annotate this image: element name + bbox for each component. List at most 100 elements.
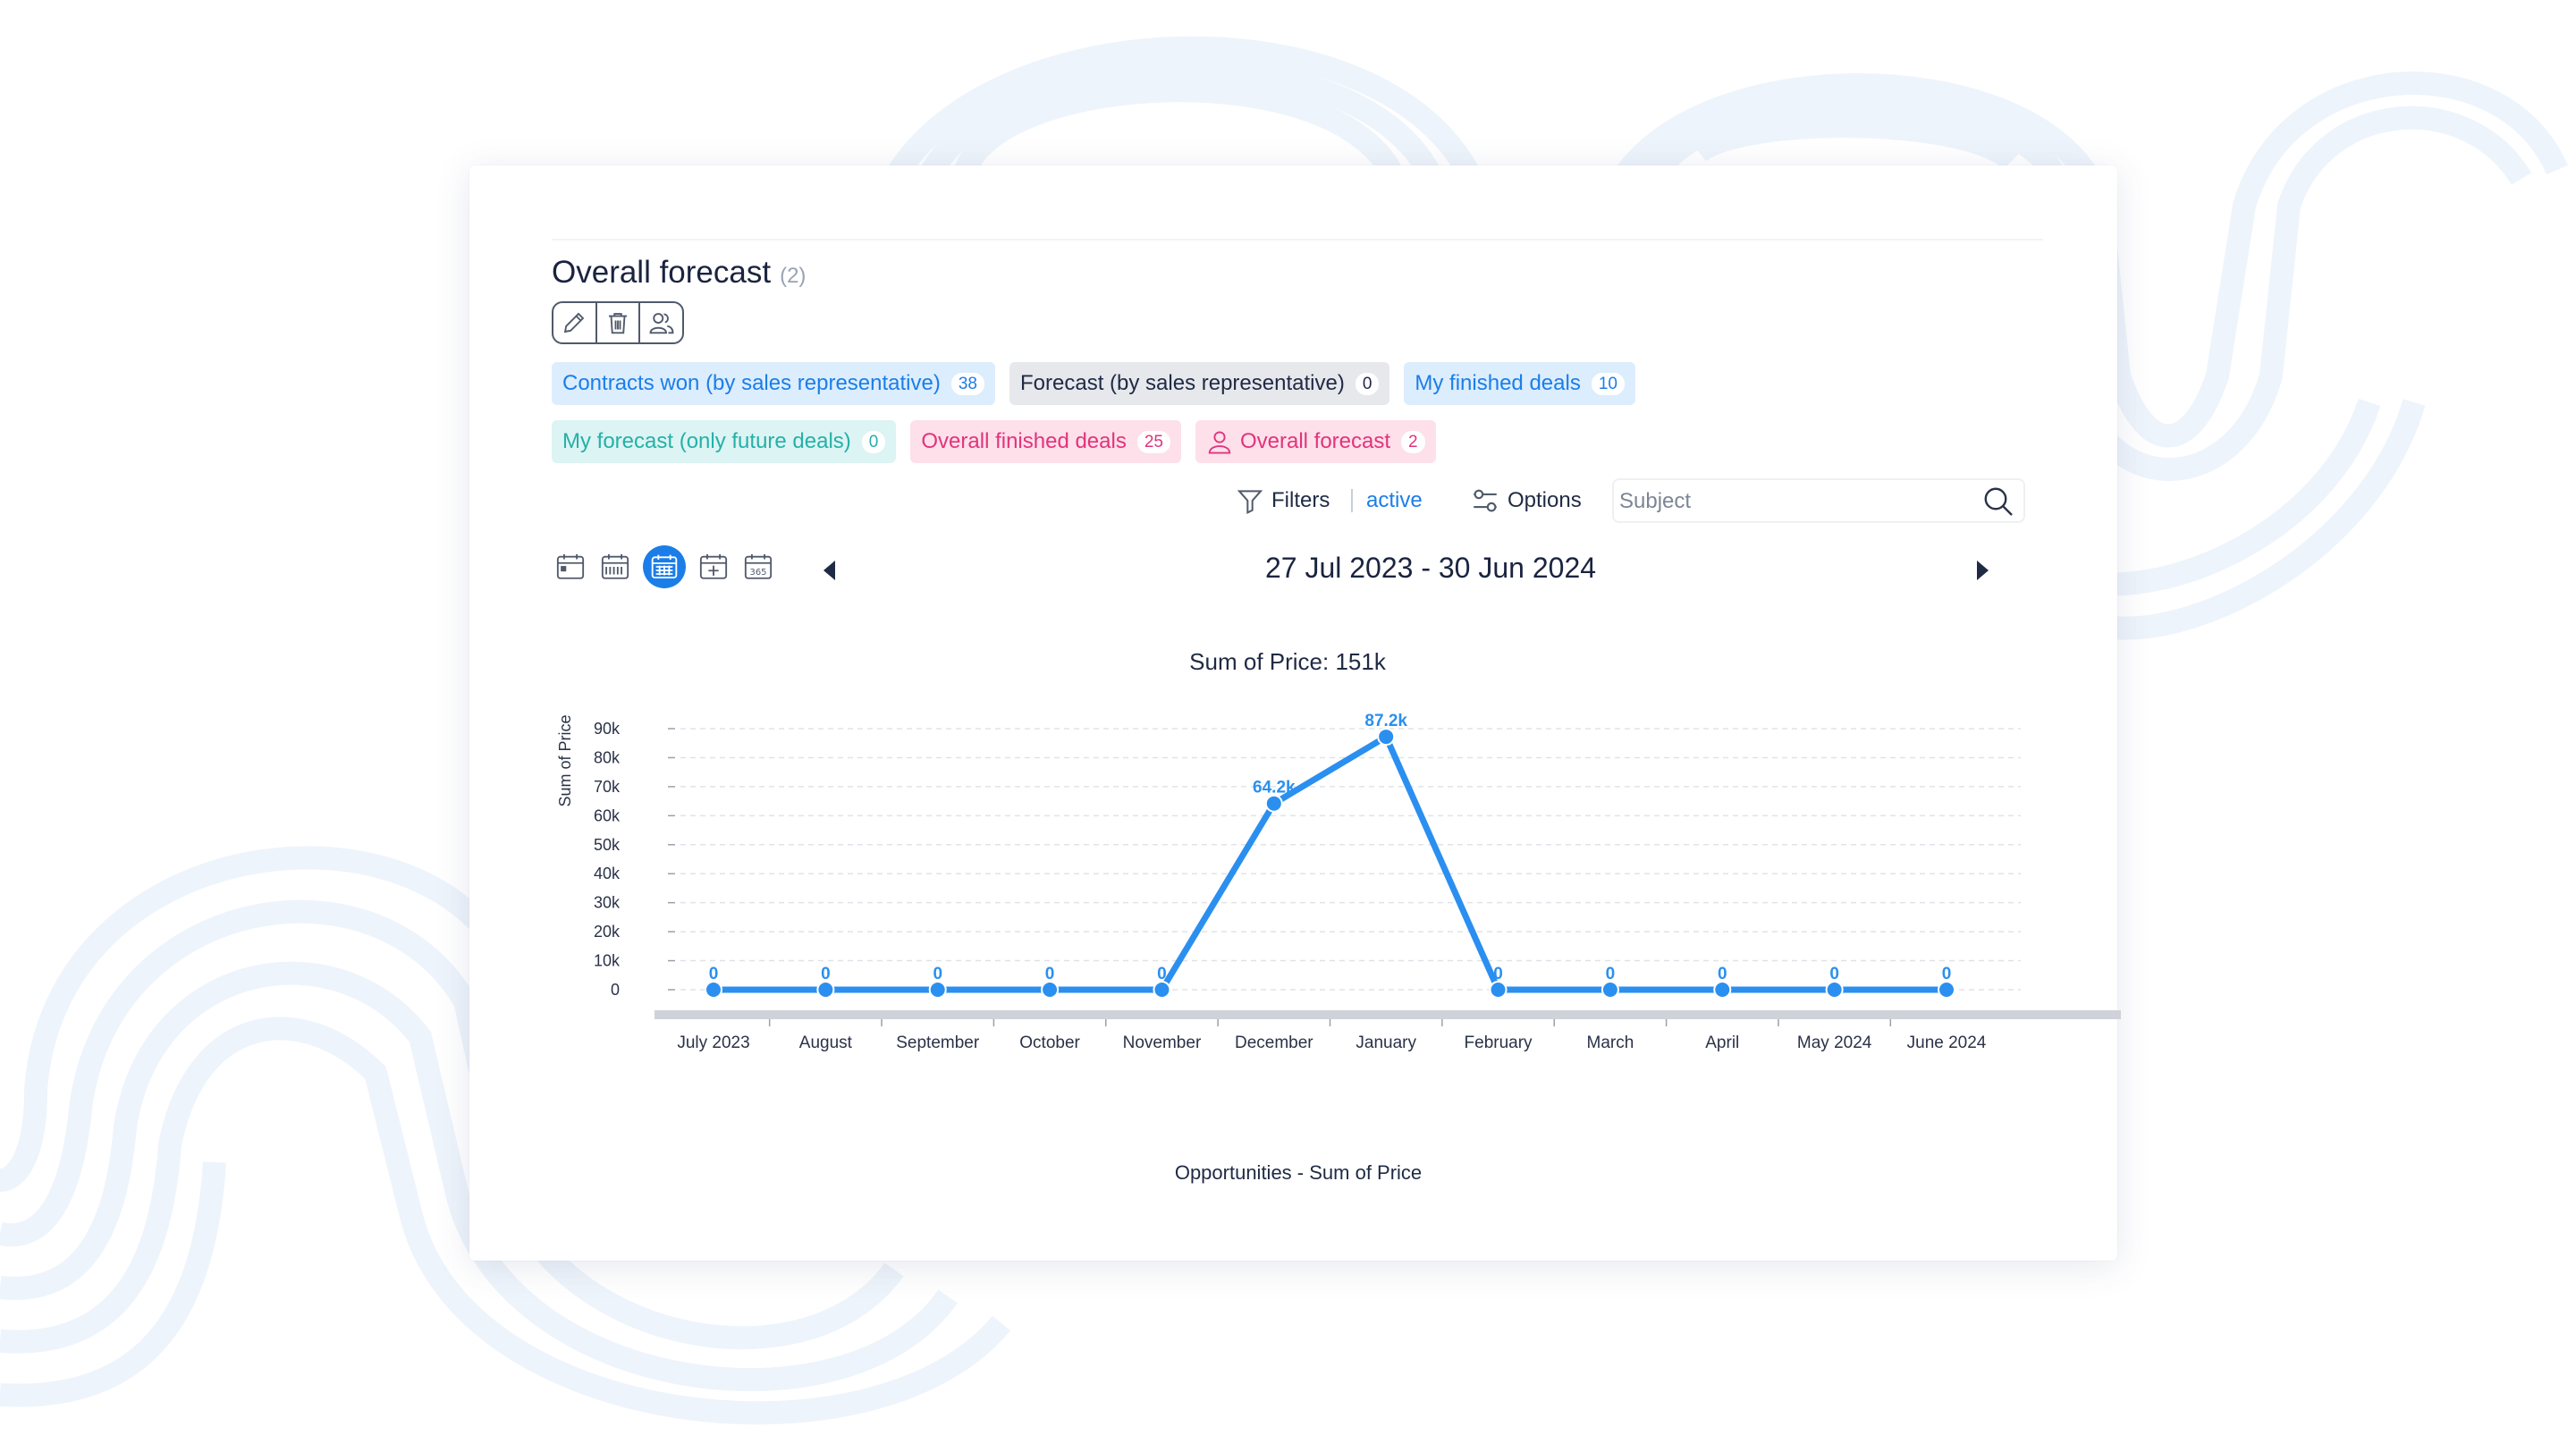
data-label: 0: [1606, 965, 1616, 983]
tab-forecast-by-rep[interactable]: Forecast (by sales representative) 0: [1009, 362, 1390, 405]
tab-count-badge: 0: [861, 430, 886, 453]
subject-search-input[interactable]: [1614, 480, 1979, 523]
search-icon[interactable]: [1982, 485, 2014, 518]
tab-label: Contracts won (by sales representative): [562, 371, 941, 395]
day-view-icon: [556, 553, 585, 579]
tab-my-finished-deals[interactable]: My finished deals 10: [1404, 362, 1635, 405]
data-label: 0: [1493, 965, 1503, 983]
quarter-view-button[interactable]: [697, 550, 731, 584]
data-point[interactable]: [1489, 981, 1508, 999]
filters-active-link[interactable]: active: [1366, 488, 1423, 512]
trash-icon: [609, 313, 627, 334]
tab-count-badge: 10: [1591, 372, 1625, 395]
tab-label: Overall finished deals: [921, 429, 1127, 453]
year-view-icon: 365: [744, 553, 773, 579]
tab-count-badge: 25: [1136, 430, 1170, 453]
options-label: Options: [1508, 488, 1582, 512]
week-view-icon: [601, 553, 629, 579]
data-point[interactable]: [1153, 981, 1171, 999]
month-view-button[interactable]: [643, 545, 686, 588]
forecast-card: Overall forecast (2) Contracts won (by sa…: [469, 165, 2121, 1261]
y-tick-label: 0: [611, 981, 620, 999]
tab-label: Forecast (by sales representative): [1020, 371, 1345, 395]
chart-footer: Opportunities - Sum of Price: [1175, 1161, 1422, 1184]
data-point[interactable]: [705, 981, 722, 999]
tab-overall-finished-deals[interactable]: Overall finished deals 25: [910, 420, 1181, 463]
data-point[interactable]: [1713, 981, 1732, 999]
svg-text:365: 365: [750, 568, 767, 578]
page-title: Overall forecast (2): [552, 255, 806, 291]
next-period-button[interactable]: [1977, 561, 1989, 580]
data-label: 0: [1829, 965, 1839, 983]
y-tick-label: 90k: [594, 720, 621, 738]
x-tick-label: June 2024: [1907, 1034, 1987, 1052]
toolbar-divider: [1351, 489, 1353, 512]
data-point[interactable]: [816, 981, 835, 999]
delete-button[interactable]: [597, 303, 641, 342]
users-icon: [649, 313, 674, 334]
y-tick-label: 40k: [594, 865, 621, 882]
data-point[interactable]: [1825, 981, 1844, 999]
y-tick-label: 70k: [594, 778, 621, 796]
tab-row-1: Contracts won (by sales representative) …: [552, 362, 1635, 405]
data-label: 64.2k: [1253, 779, 1296, 797]
tab-label: Overall forecast: [1239, 429, 1391, 453]
series-points: [705, 728, 1955, 999]
x-tick-label: September: [896, 1034, 980, 1052]
tab-my-forecast[interactable]: My forecast (only future deals) 0: [552, 420, 897, 463]
gridlines: [680, 728, 2021, 991]
tab-count-badge: 0: [1355, 372, 1380, 395]
sliders-icon: [1474, 489, 1497, 512]
y-axis-ticks: 0 10k 20k 30k 40k 50k 60k 70k 80k 90k: [594, 720, 675, 999]
data-point[interactable]: [1041, 981, 1060, 999]
x-tick-label: March: [1587, 1034, 1634, 1052]
data-label: 0: [933, 965, 942, 983]
data-point[interactable]: [1377, 728, 1396, 747]
y-tick-label: 10k: [594, 952, 621, 970]
list-toolbar: Filters active Options: [469, 478, 2117, 523]
data-point[interactable]: [1600, 981, 1619, 999]
options-button[interactable]: Options: [1470, 478, 1582, 523]
tab-label: My forecast (only future deals): [562, 429, 851, 453]
day-view-button[interactable]: [553, 550, 587, 584]
previous-period-button[interactable]: [823, 561, 835, 580]
share-button[interactable]: [640, 303, 682, 342]
data-label: 0: [821, 965, 831, 983]
tab-label: My finished deals: [1415, 371, 1581, 395]
x-axis-ticks: July 2023 August September October November D…: [677, 1019, 1987, 1052]
tab-overall-forecast[interactable]: Overall forecast 2: [1195, 420, 1436, 463]
tab-contracts-won[interactable]: Contracts won (by sales representative) …: [552, 362, 995, 405]
edit-button[interactable]: [553, 303, 597, 342]
x-tick-label: January: [1356, 1034, 1416, 1052]
chart-title: Sum of Price: 151k: [1189, 648, 1387, 675]
data-label: 87.2k: [1364, 712, 1407, 730]
x-tick-label: November: [1123, 1034, 1202, 1052]
data-point[interactable]: [1264, 794, 1283, 813]
person-icon: [1208, 431, 1231, 454]
x-tick-label: August: [799, 1034, 853, 1052]
data-label: 0: [1045, 965, 1055, 983]
y-tick-label: 30k: [594, 894, 621, 912]
x-tick-label: July 2023: [677, 1034, 749, 1052]
data-label: 0: [1942, 965, 1952, 983]
x-tick-label: May 2024: [1797, 1034, 1872, 1052]
tab-count-badge: 38: [950, 372, 984, 395]
filters-button[interactable]: Filters: [1236, 478, 1330, 523]
y-tick-label: 20k: [594, 923, 621, 941]
period-view-selector: 365: [553, 545, 775, 588]
top-divider: [552, 239, 2043, 240]
x-tick-label: February: [1465, 1034, 1533, 1052]
year-view-button[interactable]: 365: [741, 550, 775, 584]
week-view-button[interactable]: [598, 550, 632, 584]
y-tick-label: 60k: [594, 806, 621, 824]
data-point[interactable]: [1938, 981, 1955, 999]
x-tick-label: October: [1019, 1034, 1080, 1052]
x-axis-bar: [655, 1010, 2121, 1019]
data-label: 0: [1157, 965, 1167, 983]
title-count: (2): [780, 264, 807, 288]
data-point[interactable]: [928, 981, 947, 999]
x-tick-label: April: [1705, 1034, 1739, 1052]
data-labels: 0 0 0 0 0 64.2k 87.2k 0 0 0 0 0: [709, 712, 1952, 983]
tab-row-2: My forecast (only future deals) 0 Overal…: [552, 420, 1436, 463]
action-button-group: [552, 301, 684, 344]
